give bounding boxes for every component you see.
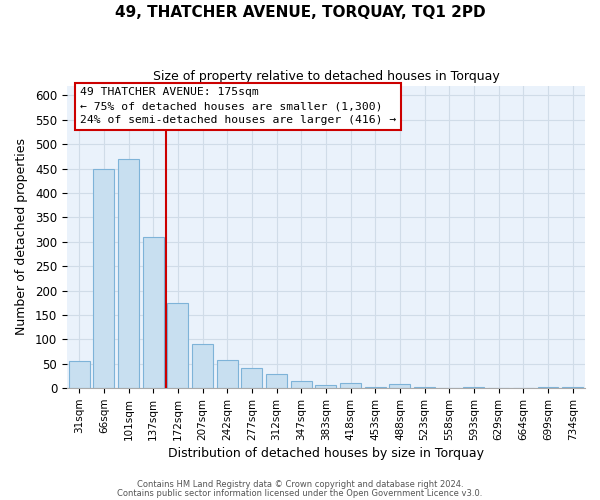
Bar (266, 374, 287, 388)
Bar (217, 360, 238, 388)
Bar (118, 159, 139, 388)
X-axis label: Distribution of detached houses by size in Torquay: Distribution of detached houses by size … (168, 447, 484, 460)
Bar (241, 368, 262, 388)
Text: Contains HM Land Registry data © Crown copyright and database right 2024.: Contains HM Land Registry data © Crown c… (137, 480, 463, 489)
Bar (192, 344, 213, 388)
Bar (340, 384, 361, 388)
Bar (414, 386, 435, 388)
Bar (316, 385, 337, 388)
Bar (538, 387, 559, 388)
Bar (389, 384, 410, 388)
Text: 49, THATCHER AVENUE, TORQUAY, TQ1 2PD: 49, THATCHER AVENUE, TORQUAY, TQ1 2PD (115, 5, 485, 20)
Text: Contains public sector information licensed under the Open Government Licence v3: Contains public sector information licen… (118, 488, 482, 498)
Y-axis label: Number of detached properties: Number of detached properties (15, 138, 28, 336)
Bar (69, 362, 90, 388)
Bar (167, 303, 188, 388)
Bar (291, 381, 312, 388)
Bar (365, 386, 386, 388)
Bar (463, 386, 484, 388)
Title: Size of property relative to detached houses in Torquay: Size of property relative to detached ho… (152, 70, 499, 83)
Bar (562, 386, 583, 388)
Bar (143, 237, 164, 388)
Text: 49 THATCHER AVENUE: 175sqm
← 75% of detached houses are smaller (1,300)
24% of s: 49 THATCHER AVENUE: 175sqm ← 75% of deta… (80, 87, 396, 125)
Bar (94, 168, 115, 388)
